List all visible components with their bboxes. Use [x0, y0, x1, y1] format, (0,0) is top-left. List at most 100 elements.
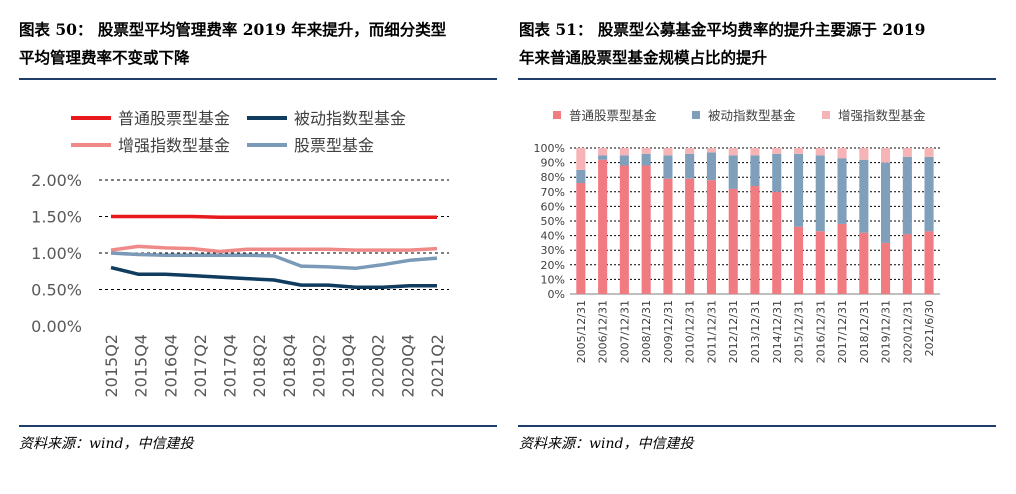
bar-segment-1-1 — [598, 155, 608, 160]
bar-segment-9-1 — [772, 153, 782, 192]
bar-segment-16-1 — [924, 156, 934, 232]
stacked-bar-chart: 普通股票型基金 被动指数型基金 增强指数型基金 0% 10%20% 30%40% 50% 6… — [534, 108, 940, 363]
bar-segment-9-2 — [772, 148, 782, 154]
bar-y-tick-label-5: 50% — [541, 215, 565, 228]
bar-x-tick-label-14: 2019/12/31 — [880, 300, 893, 363]
x-tick-label-11: 2021Q2 — [428, 334, 447, 398]
x-tick-label-4: 2017Q4 — [221, 334, 240, 398]
bar-segment-13-2 — [859, 148, 869, 160]
left-source-note: 资料来源：wind，中信建投 — [19, 436, 194, 452]
left-bottom-divider — [19, 425, 497, 427]
bar-x-tick-label-11: 2016/12/31 — [814, 300, 827, 363]
y-tick-label-2: 1.00% — [31, 244, 82, 263]
bar-x-tick-label-15: 2020/12/31 — [901, 300, 914, 363]
x-tick-label-3: 2017Q2 — [191, 334, 210, 398]
bar-segment-2-0 — [619, 165, 629, 294]
bar-segment-1-2 — [598, 148, 608, 156]
bar-segment-9-0 — [772, 191, 782, 294]
bar-segment-14-1 — [881, 162, 891, 243]
bar-segment-15-0 — [902, 234, 912, 294]
bar-segment-6-1 — [706, 152, 716, 181]
bar-x-tick-label-16: 2021/6/30 — [923, 300, 936, 356]
bar-x-tick-label-9: 2014/12/31 — [771, 300, 784, 363]
legend-label-1: 被动指数型基金 — [294, 109, 406, 128]
bar-segment-16-2 — [924, 148, 934, 157]
bar-y-tick-label-3: 30% — [541, 244, 565, 257]
bar-segment-7-1 — [728, 155, 738, 189]
series-line-0 — [111, 214, 437, 219]
bar-segment-7-0 — [728, 188, 738, 294]
legend-label-0: 普通股票型基金 — [118, 109, 230, 128]
bar-x-tick-label-2: 2007/12/31 — [618, 300, 631, 363]
x-tick-label-1: 2015Q4 — [132, 334, 151, 398]
x-tick-label-10: 2020Q4 — [398, 334, 417, 398]
bar-x-tick-label-1: 2006/12/31 — [597, 300, 610, 363]
bar-legend-label-1: 被动指数型基金 — [708, 108, 796, 123]
bar-segment-12-2 — [837, 148, 847, 159]
bar-legend-swatch-2 — [822, 111, 830, 119]
bar-segment-1-0 — [598, 159, 608, 294]
right-caption-line2: 年来普通股票型基金规模占比的提升 — [519, 48, 768, 67]
bar-segment-0-0 — [576, 183, 586, 294]
x-tick-label-8: 2019Q4 — [339, 334, 358, 398]
bar-segment-2-2 — [619, 148, 629, 156]
bar-y-tick-label-10: 100% — [534, 142, 565, 155]
bar-segment-6-2 — [706, 148, 716, 153]
bar-x-tick-label-8: 2013/12/31 — [749, 300, 762, 363]
bar-legend-swatch-1 — [692, 111, 700, 119]
right-figure-caption: 图表 51： 股票型公募基金平均费率的提升主要源于 2019 年来普通股票型基金… — [519, 16, 999, 72]
bar-segment-3-1 — [641, 153, 651, 166]
bar-segment-12-1 — [837, 158, 847, 224]
bar-segment-2-1 — [619, 155, 629, 166]
x-tick-label-2: 2016Q4 — [161, 334, 180, 398]
bar-x-tick-label-7: 2012/12/31 — [727, 300, 740, 363]
bar-segment-3-0 — [641, 165, 651, 294]
right-bottom-divider — [518, 425, 996, 427]
series-line-1 — [110, 265, 437, 290]
bar-segment-15-1 — [902, 156, 912, 235]
left-caption-line2: 平均管理费率不变或下降 — [19, 48, 190, 67]
bar-segment-8-2 — [750, 148, 760, 156]
bar-segment-12-0 — [837, 223, 847, 294]
y-tick-label-0: 0.00% — [31, 317, 82, 336]
bar-legend-swatch-0 — [553, 111, 561, 119]
bar-y-tick-label-9: 90% — [541, 157, 565, 170]
bar-segment-16-0 — [924, 231, 934, 294]
x-tick-label-9: 2020Q2 — [369, 334, 388, 398]
bar-segment-4-2 — [663, 148, 673, 156]
bar-chart-bars — [576, 148, 934, 294]
bar-x-tick-label-0: 2005/12/31 — [575, 300, 588, 363]
bar-x-tick-label-10: 2015/12/31 — [793, 300, 806, 363]
bar-y-tick-label-0: 0% — [548, 288, 565, 301]
x-tick-label-0: 2015Q2 — [102, 334, 121, 398]
bar-segment-11-2 — [815, 148, 825, 156]
line-chart-x-axis: 2015Q2 2015Q4 2016Q4 2017Q2 2017Q4 2018Q2 2018… — [102, 334, 447, 398]
bar-y-tick-label-6: 60% — [541, 200, 565, 213]
bar-segment-14-0 — [881, 242, 891, 294]
bar-x-tick-label-5: 2010/12/31 — [684, 300, 697, 363]
bar-segment-4-1 — [663, 155, 673, 179]
bar-segment-8-0 — [750, 186, 760, 294]
bar-segment-13-0 — [859, 232, 869, 294]
bar-segment-11-0 — [815, 231, 825, 294]
left-figure-caption: 图表 50： 股票型平均管理费率 2019 年来提升，而细分类型 平均管理费率不… — [19, 16, 499, 72]
series-line-2 — [110, 244, 438, 254]
y-tick-label-1: 0.50% — [31, 281, 82, 300]
left-top-divider — [19, 78, 497, 80]
legend-label-2: 增强指数型基金 — [118, 136, 230, 155]
bar-segment-0-1 — [576, 169, 586, 183]
bar-segment-10-1 — [794, 153, 804, 227]
x-tick-label-5: 2018Q2 — [250, 334, 269, 398]
bar-y-tick-label-2: 20% — [541, 259, 565, 272]
series-line-3 — [110, 251, 438, 271]
bar-x-tick-label-6: 2011/12/31 — [705, 300, 718, 363]
line-chart-series — [110, 214, 438, 290]
bar-legend-label-0: 普通股票型基金 — [569, 108, 657, 123]
bar-chart-legend: 普通股票型基金 被动指数型基金 增强指数型基金 — [553, 108, 926, 123]
bar-segment-10-0 — [794, 226, 804, 294]
bar-y-tick-label-7: 70% — [541, 186, 565, 199]
right-top-divider — [518, 78, 996, 80]
y-tick-label-3: 1.50% — [31, 208, 82, 227]
